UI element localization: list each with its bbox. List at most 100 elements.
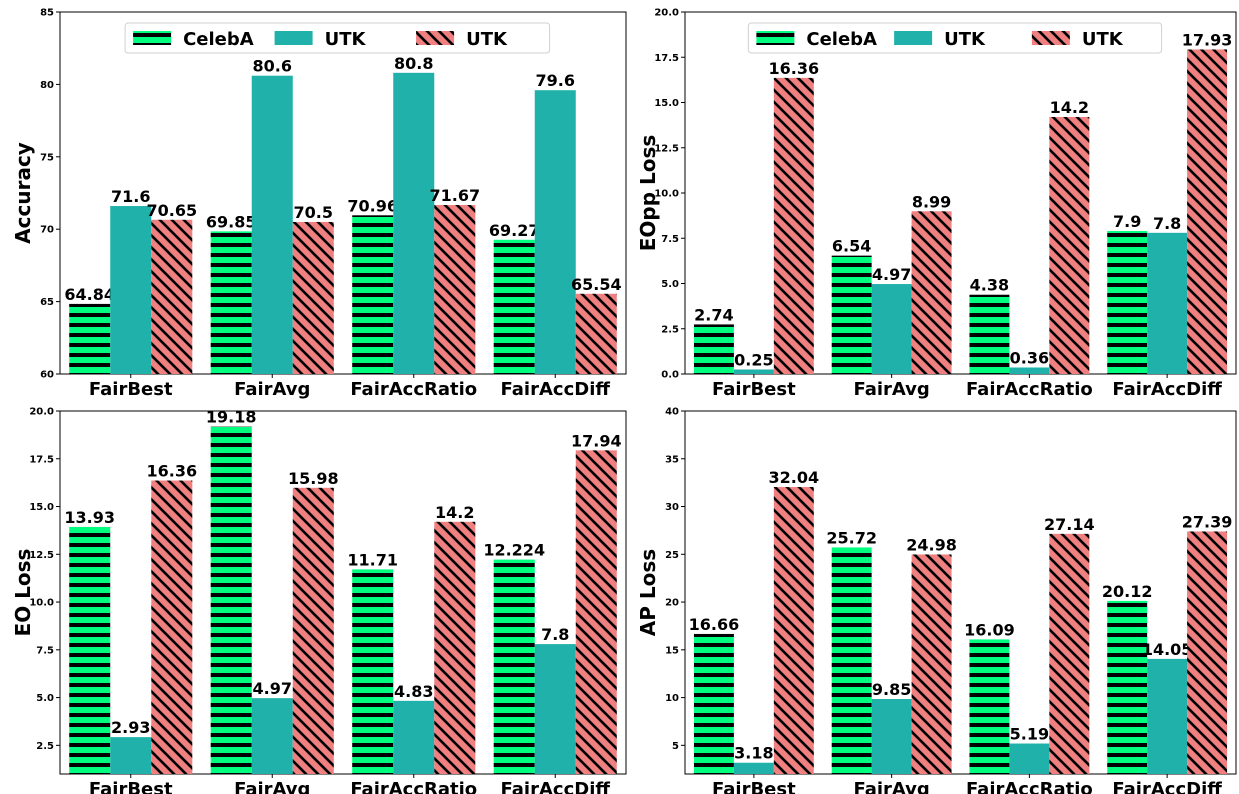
y-tick-label: 5 bbox=[672, 741, 679, 752]
data-label: 69.27 bbox=[489, 221, 540, 240]
y-tick-label: 20.0 bbox=[29, 407, 54, 418]
bar-utk bbox=[534, 644, 576, 774]
y-tick-label: 12.5 bbox=[654, 143, 679, 154]
data-label: 3.18 bbox=[734, 744, 773, 763]
data-label: 15.98 bbox=[288, 469, 339, 488]
x-tick-label: FairAccRatio bbox=[966, 379, 1093, 400]
plot-frame bbox=[59, 11, 627, 375]
data-label: 65.54 bbox=[571, 275, 622, 294]
x-tick-label: FairAccDiff bbox=[501, 379, 611, 400]
x-tick-label: FairAvg bbox=[853, 379, 929, 400]
bar-utk-hatched bbox=[1049, 116, 1090, 374]
legend-swatch bbox=[416, 31, 455, 45]
data-label: 70.96 bbox=[347, 196, 398, 215]
x-tick-label: FairBest bbox=[89, 379, 173, 400]
data-label: 7.8 bbox=[1153, 214, 1181, 233]
legend-box bbox=[124, 22, 551, 54]
data-label: 9.85 bbox=[872, 680, 911, 699]
data-label: 16.36 bbox=[146, 462, 197, 481]
bar-utk bbox=[110, 737, 152, 774]
data-label: 64.84 bbox=[64, 285, 115, 304]
data-label: 14.2 bbox=[435, 503, 474, 522]
plot-frame bbox=[59, 410, 627, 775]
data-label: 2.93 bbox=[111, 718, 150, 737]
x-tick-label: FairAccDiff bbox=[1112, 779, 1222, 794]
data-label: 4.97 bbox=[253, 679, 292, 698]
bar-utk-hatched bbox=[575, 450, 617, 774]
y-tick-label: 17.5 bbox=[654, 53, 679, 64]
y-tick-label: 7.5 bbox=[36, 645, 54, 656]
data-label: 7.8 bbox=[541, 625, 569, 644]
data-label: 32.04 bbox=[769, 468, 820, 487]
bar-celeba bbox=[352, 569, 394, 774]
data-label: 0.36 bbox=[1010, 348, 1049, 367]
bar-utk-hatched bbox=[911, 211, 952, 374]
bar-celeba bbox=[493, 559, 535, 774]
y-axis-label: AP Loss bbox=[636, 549, 660, 636]
data-label: 12.224 bbox=[483, 541, 545, 560]
bar-utk bbox=[733, 762, 774, 774]
x-tick-label: FairAvg bbox=[234, 379, 310, 400]
data-label: 70.65 bbox=[146, 201, 197, 220]
bar-utk-hatched bbox=[434, 521, 476, 774]
bar-utk-hatched bbox=[575, 293, 617, 374]
chart-panel-1: 606570758085AccuracyFairBest64.8471.670.… bbox=[11, 8, 627, 400]
data-label: 13.93 bbox=[64, 508, 115, 527]
y-tick-label: 20 bbox=[665, 598, 679, 609]
y-tick-label: 40 bbox=[665, 407, 679, 418]
y-tick-label: 5.0 bbox=[36, 693, 54, 704]
data-label: 80.6 bbox=[253, 57, 292, 76]
y-tick-label: 60 bbox=[40, 370, 54, 381]
data-label: 20.12 bbox=[1102, 582, 1153, 601]
legend: CelebA UTK UTK bbox=[124, 22, 551, 54]
legend-swatch bbox=[756, 31, 795, 45]
data-label: 17.94 bbox=[571, 431, 622, 450]
bar-celeba bbox=[831, 255, 872, 374]
bar-celeba bbox=[69, 303, 111, 374]
legend-label: UTK bbox=[325, 29, 367, 50]
data-label: 16.36 bbox=[769, 59, 820, 78]
bar-utk bbox=[251, 75, 293, 374]
y-axis-label: EO Loss bbox=[11, 549, 35, 637]
y-tick-label: 2.5 bbox=[36, 741, 54, 752]
bar-celeba bbox=[493, 239, 535, 374]
bar-celeba bbox=[210, 426, 252, 774]
y-tick-label: 15.0 bbox=[654, 98, 679, 109]
data-label: 4.97 bbox=[872, 265, 911, 284]
y-tick-label: 80 bbox=[40, 80, 54, 91]
y-tick-label: 20.0 bbox=[654, 8, 679, 19]
data-label: 0.25 bbox=[734, 350, 773, 369]
bar-celeba bbox=[831, 547, 872, 774]
y-tick-label: 85 bbox=[40, 8, 54, 19]
y-tick-label: 10.0 bbox=[29, 598, 54, 609]
legend-swatch bbox=[274, 31, 313, 45]
chart-panel-4: 5 10 15 20 25 30 35 40 AP Loss FairBest 16.66 3.18 3… bbox=[636, 407, 1237, 794]
plot-frame bbox=[684, 410, 1237, 775]
bar-utk bbox=[251, 698, 293, 774]
y-axis-label: EOpp Loss bbox=[636, 135, 660, 252]
x-tick-label: FairAvg bbox=[853, 779, 929, 794]
data-label: 16.66 bbox=[689, 615, 740, 634]
bar-utk-hatched bbox=[292, 221, 334, 374]
x-tick-label: FairAccDiff bbox=[501, 779, 611, 794]
y-tick-label: 2.5 bbox=[661, 324, 679, 335]
bar-celeba bbox=[1107, 231, 1148, 374]
data-label: 14.05 bbox=[1142, 640, 1193, 659]
data-label: 71.6 bbox=[111, 187, 150, 206]
y-tick-label: 65 bbox=[40, 297, 54, 308]
bar-utk bbox=[393, 72, 435, 374]
x-tick-label: FairBest bbox=[89, 779, 173, 794]
bar-utk-hatched bbox=[292, 487, 334, 774]
x-tick-label: FairAccRatio bbox=[350, 379, 477, 400]
bar-utk bbox=[393, 700, 435, 774]
bar-utk bbox=[1009, 743, 1050, 774]
legend-swatch bbox=[894, 31, 933, 45]
y-tick-label: 15.0 bbox=[29, 502, 54, 513]
bar-celeba bbox=[693, 633, 734, 774]
bar-utk bbox=[534, 90, 576, 374]
data-label: 6.54 bbox=[832, 237, 871, 256]
y-tick-label: 10.0 bbox=[654, 189, 679, 200]
y-tick-label: 35 bbox=[665, 454, 679, 465]
y-tick-label: 15 bbox=[665, 645, 679, 656]
bar-utk bbox=[110, 206, 152, 374]
